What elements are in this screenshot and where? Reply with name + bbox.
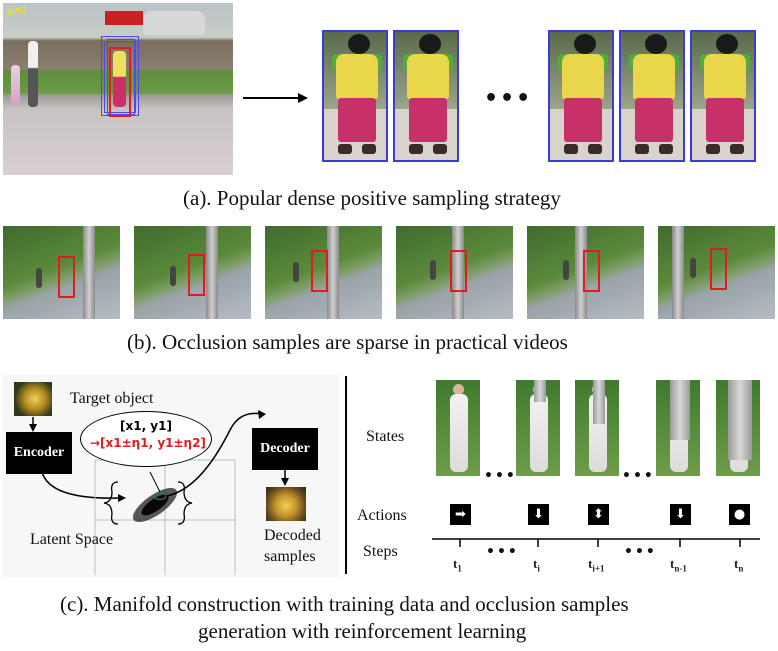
states-label: States: [366, 428, 405, 445]
steps-label: Steps: [363, 543, 398, 560]
state-image: [575, 380, 619, 476]
step-label: tn: [734, 556, 744, 574]
bubble-perturbed-coord: →[x1±η1, y1±η2]: [90, 436, 206, 450]
decoded-samples-label-1: Decoded: [264, 527, 321, 544]
positive-sample-patch: [690, 30, 756, 162]
decoded-samples-thumbnail: [266, 487, 306, 521]
scene-photo-a: girl2: [3, 3, 233, 175]
parked-car: [143, 11, 205, 35]
caption-b: (b). Occlusion samples are sparse in pra…: [127, 330, 568, 354]
target-girl: [113, 51, 126, 107]
step-label: t1: [453, 556, 462, 574]
pedestrian-child: [11, 65, 20, 105]
caption-a: (a). Popular dense positive sampling str…: [183, 186, 561, 210]
encoder-block: Encoder: [6, 432, 72, 474]
step-label: tn-1: [670, 556, 687, 574]
video-frame: [396, 226, 513, 319]
arrow-down-icon: ⬇: [528, 504, 549, 525]
sequence-tag: girl2: [7, 6, 28, 16]
state-image: [516, 380, 560, 476]
sampling-arrow: [243, 93, 308, 103]
target-object-label: Target object: [70, 390, 154, 407]
video-frame: [134, 226, 251, 319]
ellipsis-steps-1: •••: [486, 544, 519, 560]
state-image: [436, 380, 480, 476]
video-frame: [658, 226, 775, 319]
video-frame: [527, 226, 644, 319]
actions-label: Actions: [357, 507, 407, 524]
red-sign: [105, 11, 143, 25]
state-image: [716, 380, 760, 476]
positive-sample-patch: [548, 30, 614, 162]
section-divider: [345, 376, 347, 574]
arrow-updown-icon: ⬍: [588, 504, 609, 525]
video-frame: [265, 226, 382, 319]
timeline-axis: [432, 538, 760, 547]
target-bounding-box: [109, 47, 131, 117]
pedestrian-adult: [28, 41, 38, 107]
caption-c-line2: generation with reinforcement learning: [198, 619, 527, 643]
caption-c-line1: (c). Manifold construction with training…: [60, 592, 629, 616]
ellipsis-states-2: •••: [622, 468, 655, 484]
stop-circle-icon: ●: [729, 504, 750, 525]
state-image: [656, 380, 700, 476]
positive-sample-patch: [322, 30, 388, 162]
step-label: ti+1: [588, 556, 605, 574]
positive-sample-patch: [393, 30, 459, 162]
arrow-down-icon: ⬇: [670, 504, 691, 525]
latent-space-panel: [3, 375, 339, 577]
dense-sample-boxes-2: [104, 41, 136, 113]
perturbation-bubble: [80, 411, 212, 467]
arrow-right-icon: ➡: [450, 504, 471, 525]
latent-space-label: Latent Space: [30, 531, 114, 548]
decoder-block: Decoder: [252, 428, 318, 470]
diagram-connectors: [29, 410, 289, 575]
bubble-original-coord: [x1, y1]: [120, 419, 172, 433]
target-object-thumbnail: [14, 382, 52, 416]
video-frame: [3, 226, 120, 319]
dense-sample-boxes-3: [107, 39, 135, 115]
positive-sample-patch: [619, 30, 685, 162]
ellipsis-a: •••: [484, 86, 533, 111]
step-label: ti: [533, 556, 540, 574]
ellipsis-steps-2: •••: [624, 544, 657, 560]
decoded-samples-label-2: samples: [264, 548, 316, 565]
ellipsis-states-1: •••: [484, 468, 517, 484]
